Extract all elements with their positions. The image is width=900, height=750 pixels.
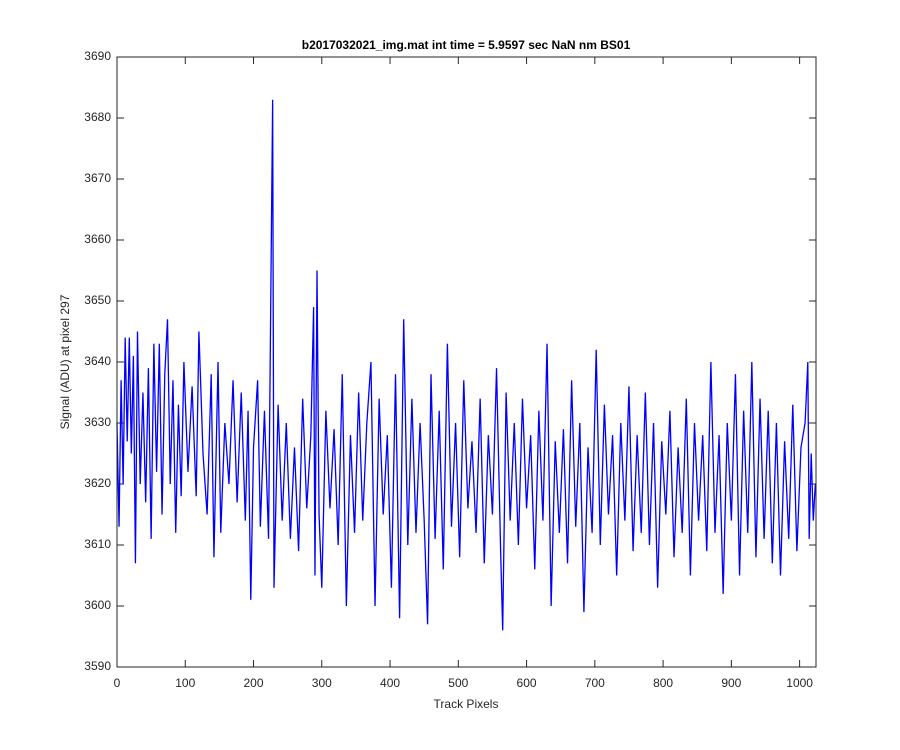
y-axis-label: Signal (ADU) at pixel 297: [58, 294, 72, 429]
x-tick-label: 100: [175, 676, 195, 690]
x-tick-label: 300: [312, 676, 332, 690]
y-tick-label: 3670: [84, 171, 111, 185]
y-tick-label: 3650: [84, 293, 111, 307]
axes-box: [116, 56, 817, 668]
x-axis-label: Track Pixels: [434, 697, 499, 711]
x-tick-label: 900: [721, 676, 741, 690]
y-tick-label: 3610: [84, 537, 111, 551]
y-tick-label: 3660: [84, 232, 111, 246]
data-line: [116, 99, 816, 631]
x-tick-label: 500: [448, 676, 468, 690]
x-tick-label: 400: [380, 676, 400, 690]
y-tick-label: 3630: [84, 415, 111, 429]
chart-title: b2017032021_img.mat int time = 5.9597 se…: [302, 38, 631, 52]
y-tick-label: 3620: [84, 476, 111, 490]
x-tick-label: 600: [517, 676, 537, 690]
x-tick-label: 1000: [786, 676, 813, 690]
y-tick-label: 3690: [84, 49, 111, 63]
x-tick-label: 700: [585, 676, 605, 690]
x-tick-label: 200: [244, 676, 264, 690]
x-tick-label: 0: [114, 676, 121, 690]
y-tick-label: 3590: [84, 659, 111, 673]
y-tick-label: 3680: [84, 110, 111, 124]
x-tick-label: 800: [653, 676, 673, 690]
y-tick-label: 3640: [84, 354, 111, 368]
y-tick-label: 3600: [84, 598, 111, 612]
